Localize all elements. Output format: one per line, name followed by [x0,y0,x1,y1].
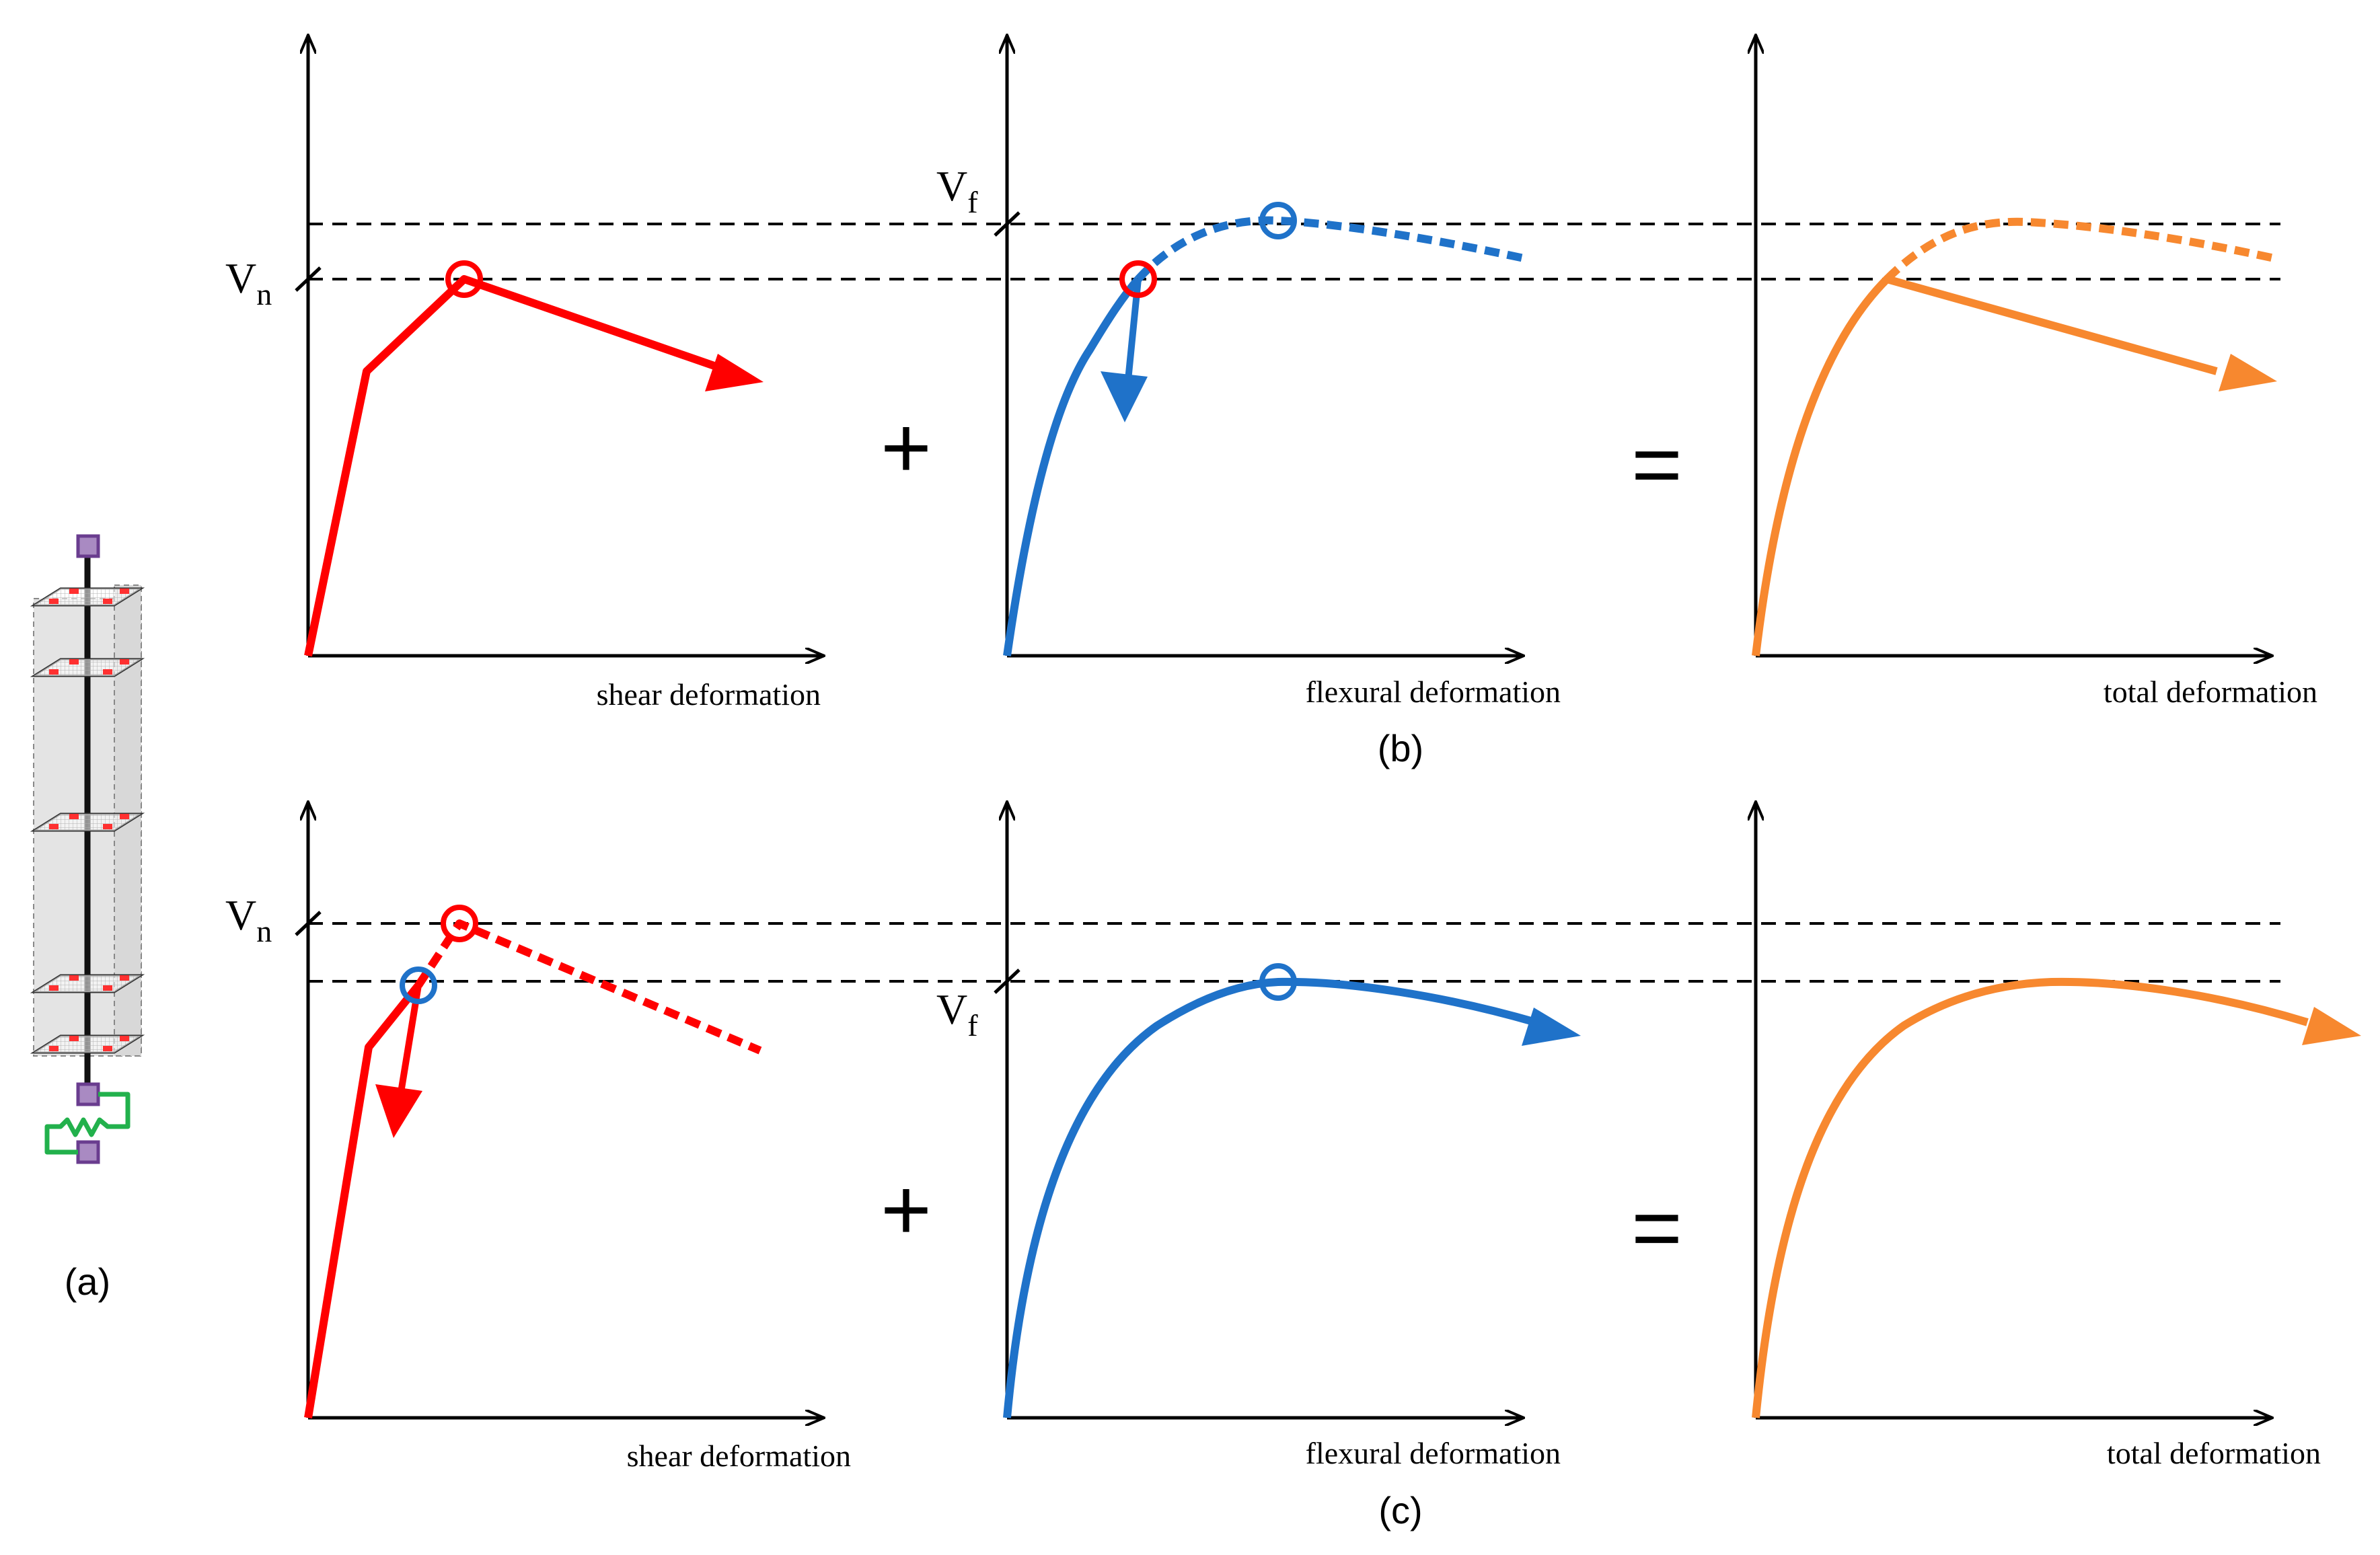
vf-label-c: Vf [936,985,978,1042]
flexural-axes-c [994,802,1524,1418]
fiber-section [30,812,145,832]
total-dotted-continuation-b [1884,217,2278,282]
shear-axis-title-c: shear deformation [627,1439,851,1473]
base-node [76,1140,100,1164]
vf-label-b: Vf [936,162,978,219]
rebar-fiber [69,1036,79,1041]
total-arrowhead-c [2302,1007,2361,1045]
total-axes-b [1756,35,2272,656]
rebar-fiber [120,589,129,594]
flexural-failure-marker-on-shear-c [400,966,437,1004]
rebar-fiber [49,824,59,829]
rebar-fiber [69,659,79,665]
flexural-drop-arrowhead-b [1101,371,1148,422]
flexural-curve-b [1003,276,1142,656]
rebar-fiber [103,599,112,604]
flexural-axis-title-b: flexural deformation [1306,675,1561,709]
panel-label-a: (a) [65,1260,110,1303]
rebar-fiber [69,589,79,594]
rebar-fiber [120,814,129,819]
equals-sign-b: = [1631,415,1682,513]
fiber-column-model: (a) [30,534,145,1303]
shear-axis-title-b: shear deformation [597,677,821,712]
total-arrowhead-b [2219,354,2277,391]
fiber-section [30,587,145,607]
total-axes-c [1756,802,2272,1418]
row-c: Vn Vf shear deformation flexural deforma… [225,802,2361,1531]
bottom-node [76,1082,100,1106]
row-b: Vn Vf shear deformation flexural deforma… [225,35,2317,769]
total-axis-title-b: total deformation [2104,675,2317,709]
flexural-peak-marker-b [1259,202,1297,239]
shear-peak-marker-b [445,260,483,298]
shear-dotted-continuation-c [414,919,762,1055]
rebar-fiber [69,975,79,981]
vn-tick-c [295,911,322,936]
rebar-fiber [103,669,112,675]
top-node [76,534,100,558]
flexural-arrowhead-c [1522,1008,1581,1046]
flexural-dotted-continuation-b [1135,216,1528,282]
total-curve-c [1752,977,2309,1418]
shear-arrowhead-b [705,354,764,391]
vn-label-c: Vn [225,891,272,948]
rebar-fiber [103,985,112,991]
rebar-fiber [49,985,59,991]
rebar-fiber [69,814,79,819]
shear-capacity-marker-c [441,905,478,942]
vn-tick-b [295,266,322,292]
rebar-fiber [49,669,59,675]
total-curve-b [1752,275,2218,656]
fiber-section [30,974,145,993]
shear-axes-c [295,802,824,1418]
shear-failure-marker-on-flexural-b [1119,260,1157,298]
rebar-fiber [49,1046,59,1051]
shear-curve-c [304,983,422,1418]
rebar-fiber [120,975,129,981]
plus-sign-b: + [881,398,932,496]
rebar-fiber [120,1036,129,1041]
rebar-fiber [103,824,112,829]
equals-sign-c: = [1631,1178,1682,1277]
shear-axes-b [295,35,824,656]
total-axis-title-c: total deformation [2107,1436,2321,1470]
panel-label-b: (b) [1378,727,1423,769]
fiber-section [30,1034,145,1054]
vf-tick-b [994,211,1020,237]
flexural-peak-marker-c [1259,963,1297,1001]
shear-curve-b [304,275,731,657]
shear-drop-arrowhead-c [375,1084,422,1138]
fiber-section [30,658,145,677]
vn-label-b: Vn [225,254,272,311]
flexural-curve-c [1003,977,1549,1418]
plus-sign-c: + [881,1160,932,1258]
vf-tick-c [994,969,1020,994]
rebar-fiber [103,1046,112,1051]
flexural-axis-title-c: flexural deformation [1306,1436,1561,1470]
flexural-axes-b [994,35,1524,656]
zero-length-spring [44,1092,131,1155]
rebar-fiber [120,659,129,665]
panel-label-c: (c) [1378,1489,1422,1531]
rebar-fiber [49,599,59,604]
